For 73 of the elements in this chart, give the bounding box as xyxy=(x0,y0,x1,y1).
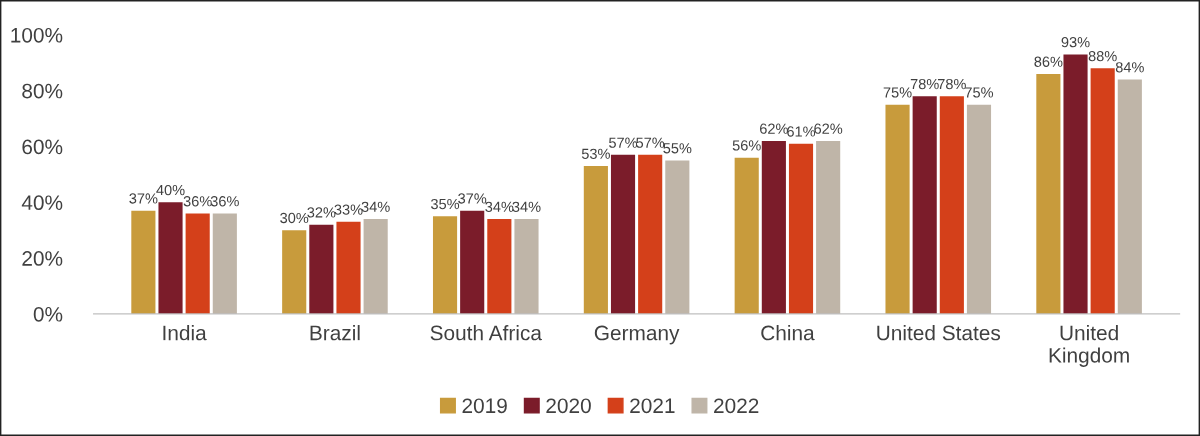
data-label: 34% xyxy=(485,201,514,212)
data-label: 36% xyxy=(210,196,239,207)
bar xyxy=(1090,68,1115,314)
x-tick-label: China xyxy=(761,325,815,341)
y-tick-label: 80% xyxy=(22,83,63,99)
y-tick-label: 60% xyxy=(22,139,63,155)
data-label: 86% xyxy=(1034,56,1063,67)
legend-label: 2019 xyxy=(462,398,507,414)
bar xyxy=(460,210,485,314)
bar xyxy=(885,104,910,314)
bar xyxy=(487,219,512,314)
data-label: 75% xyxy=(965,87,994,98)
bar xyxy=(734,157,759,314)
data-label: 53% xyxy=(581,148,610,159)
data-label: 37% xyxy=(129,193,158,204)
bar xyxy=(665,160,690,314)
bar xyxy=(363,219,388,314)
bar xyxy=(788,143,814,314)
data-label: 62% xyxy=(814,123,843,134)
data-label: 35% xyxy=(431,198,460,210)
x-tick-label: Germany xyxy=(594,325,680,345)
data-label: 34% xyxy=(512,201,541,212)
y-tick-label: 40% xyxy=(21,195,63,211)
data-label: 30% xyxy=(280,212,309,224)
bar xyxy=(185,213,210,314)
bar xyxy=(761,140,786,314)
bar xyxy=(514,219,539,314)
bar xyxy=(1117,79,1142,314)
bar xyxy=(309,224,334,314)
data-label: 57% xyxy=(609,137,638,148)
bar xyxy=(939,96,964,314)
bar xyxy=(432,216,458,314)
data-label: 75% xyxy=(883,87,912,98)
data-label: 56% xyxy=(732,140,761,151)
data-label: 62% xyxy=(760,123,788,134)
data-label: 78% xyxy=(910,78,939,90)
data-label: 61% xyxy=(787,126,816,137)
data-label: 55% xyxy=(663,143,692,154)
data-label: 36% xyxy=(183,196,212,207)
x-tick-label: Brazil xyxy=(310,325,360,341)
y-tick-label: 0% xyxy=(33,306,63,322)
data-label: 32% xyxy=(307,207,336,218)
bar xyxy=(282,230,307,314)
legend-label: 2021 xyxy=(630,398,675,414)
data-label: 93% xyxy=(1061,37,1090,48)
bar xyxy=(1036,73,1061,314)
bar xyxy=(966,104,992,314)
bar xyxy=(610,154,636,314)
legend-label: 2022 xyxy=(714,398,759,414)
data-label: 40% xyxy=(156,184,185,196)
bar xyxy=(1063,54,1088,314)
data-label: 84% xyxy=(1115,62,1144,73)
bar xyxy=(583,166,608,314)
bar xyxy=(912,96,937,314)
legend-label: 2020 xyxy=(546,398,591,414)
data-label: 57% xyxy=(636,137,665,148)
bar xyxy=(212,213,237,314)
data-label: 33% xyxy=(334,204,363,215)
data-label: 88% xyxy=(1088,50,1117,62)
data-label: 34% xyxy=(361,201,390,212)
bar xyxy=(638,154,663,314)
x-tick-label: South Africa xyxy=(430,325,542,341)
data-label: 37% xyxy=(458,193,487,204)
y-tick-label: 20% xyxy=(22,251,63,266)
x-tick-label: United States xyxy=(877,325,1001,341)
bar xyxy=(158,202,183,314)
x-tick-label: United Kingdom xyxy=(1049,325,1129,367)
data-label: 78% xyxy=(938,78,966,90)
bar xyxy=(336,221,361,314)
x-tick-label: India xyxy=(163,325,207,341)
y-tick-label: 100% xyxy=(11,27,63,43)
bar xyxy=(131,210,156,314)
bar xyxy=(816,140,841,314)
